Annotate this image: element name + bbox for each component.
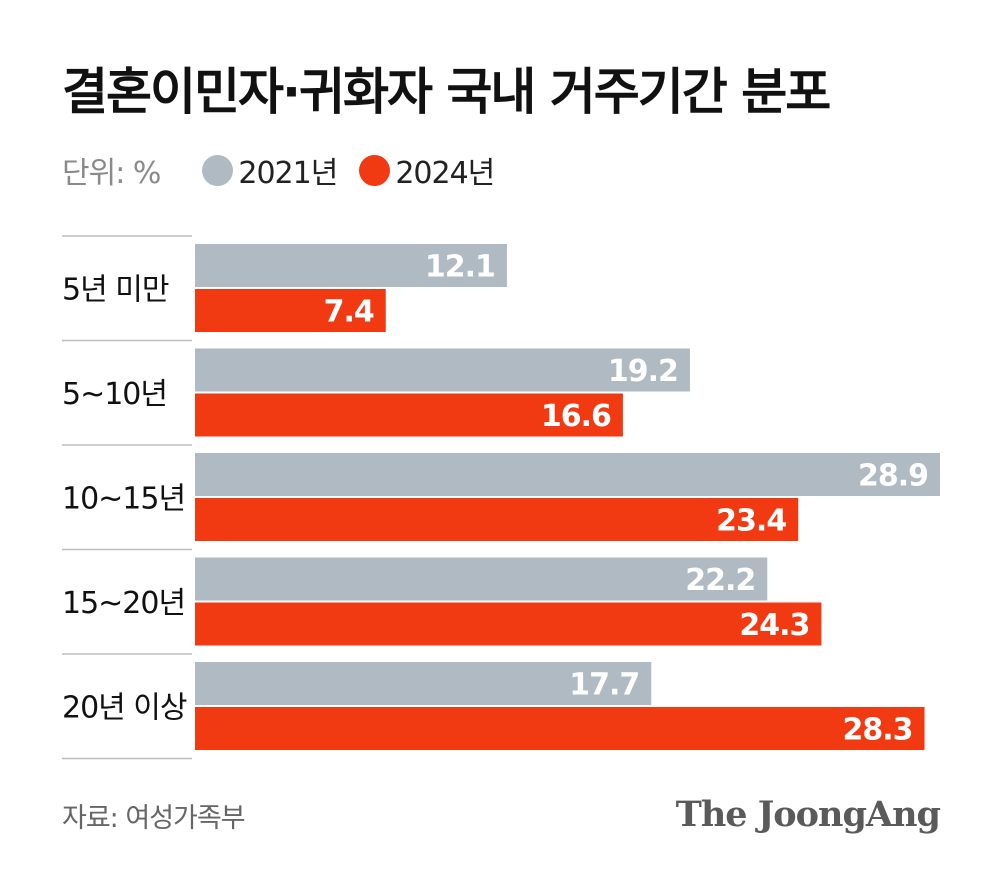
legend-label-2024: 2024년 xyxy=(395,156,495,191)
data-label: 19.2 xyxy=(608,354,678,389)
bar xyxy=(195,602,822,646)
bar xyxy=(195,662,652,705)
bar xyxy=(195,244,507,287)
data-label: 17.7 xyxy=(569,668,639,703)
category-label: 15~20년 xyxy=(62,586,185,621)
legend-item-2024: 2024년 xyxy=(359,148,495,192)
bar xyxy=(195,453,940,496)
publisher-logo: The JoongAng xyxy=(675,794,941,835)
bar xyxy=(195,498,799,541)
data-label: 22.2 xyxy=(685,563,755,598)
legend-label-2021: 2021년 xyxy=(238,156,338,191)
category-label: 5~10년 xyxy=(62,377,167,412)
data-label: 23.4 xyxy=(716,504,786,539)
chart-title: 결혼이민자·귀화자 국내 거주기간 분포 xyxy=(62,63,831,121)
data-label: 16.6 xyxy=(541,399,611,434)
legend: 단위: % 2021년 2024년 xyxy=(62,148,516,192)
unit-label: 단위: % xyxy=(62,156,161,191)
source-note: 자료: 여성가족부 xyxy=(62,803,246,834)
bar xyxy=(195,289,386,332)
bar xyxy=(195,393,623,437)
data-label: 28.9 xyxy=(858,459,928,494)
category-label: 5년 미만 xyxy=(62,272,169,307)
category-label: 20년 이상 xyxy=(62,690,187,725)
category-label: 10~15년 xyxy=(62,481,185,516)
data-label: 24.3 xyxy=(739,608,809,643)
data-label: 7.4 xyxy=(324,295,374,330)
bar xyxy=(195,348,690,392)
legend-item-2021: 2021년 xyxy=(202,148,338,192)
data-label: 28.3 xyxy=(843,713,913,748)
data-label: 12.1 xyxy=(425,250,495,285)
legend-swatch-2024 xyxy=(359,154,391,186)
legend-swatch-2021 xyxy=(202,154,234,186)
bar xyxy=(195,557,768,601)
bar xyxy=(195,707,925,750)
